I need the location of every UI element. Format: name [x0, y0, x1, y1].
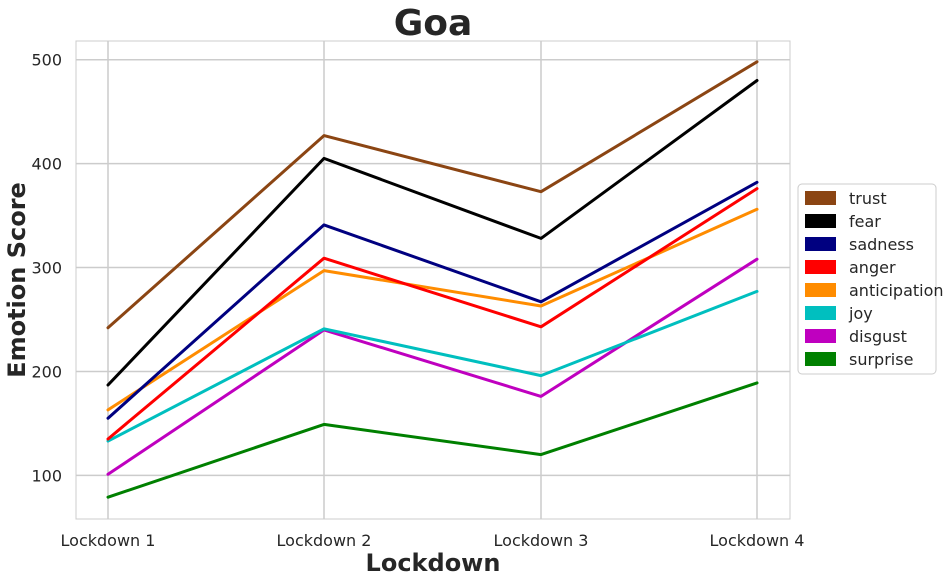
series-lines	[106, 60, 759, 499]
x-tick-label: Lockdown 1	[61, 531, 156, 550]
legend-frame	[797, 183, 937, 375]
x-tick-label: Lockdown 3	[494, 531, 589, 550]
y-tick-label: 200	[31, 362, 62, 381]
legend-swatch-joy	[805, 306, 836, 320]
y-axis-label: Emotion Score	[3, 182, 31, 378]
x-tick-label: Lockdown 2	[277, 531, 372, 550]
series-line-fear	[106, 79, 759, 387]
series-line-anger	[106, 187, 759, 441]
y-tick-label: 100	[31, 466, 62, 485]
legend-swatch-sadness	[805, 237, 836, 251]
y-tick-label: 400	[31, 155, 62, 174]
plot-area-frame	[75, 40, 791, 520]
legend-label-anger: anger	[849, 258, 896, 277]
legend-label-sadness: sadness	[849, 235, 914, 254]
legend-label-joy: joy	[848, 304, 873, 323]
legend-swatch-fear	[805, 214, 836, 228]
x-tick-label: Lockdown 4	[710, 531, 805, 550]
legend-swatch-surprise	[805, 352, 836, 366]
legend-swatch-disgust	[805, 329, 836, 343]
y-tick-label: 500	[31, 51, 62, 70]
series-line-disgust	[106, 257, 759, 476]
legend-swatch-trust	[805, 191, 836, 205]
chart-title: Goa	[394, 3, 473, 44]
legend-label-disgust: disgust	[849, 327, 907, 346]
legend-label-fear: fear	[849, 212, 881, 231]
x-tick-labels: Lockdown 1 Lockdown 2 Lockdown 3 Lockdown 4	[61, 531, 805, 550]
series-line-trust	[106, 60, 759, 330]
series-line-sadness	[106, 180, 759, 420]
legend-swatch-anticipation	[805, 283, 836, 297]
y-tick-label: 300	[31, 259, 62, 278]
series-line-joy	[106, 289, 759, 443]
legend-label-trust: trust	[849, 189, 887, 208]
legend: trust fear sadness anger anticipation joy disg…	[797, 183, 943, 375]
legend-swatch-anger	[805, 260, 836, 274]
x-axis-label: Lockdown	[366, 549, 501, 577]
legend-label-surprise: surprise	[849, 350, 913, 369]
grid-lines	[76, 41, 790, 519]
y-tick-labels: 100 200 300 400 500	[31, 51, 62, 486]
series-line-surprise	[106, 381, 759, 499]
legend-label-anticipation: anticipation	[849, 281, 943, 300]
